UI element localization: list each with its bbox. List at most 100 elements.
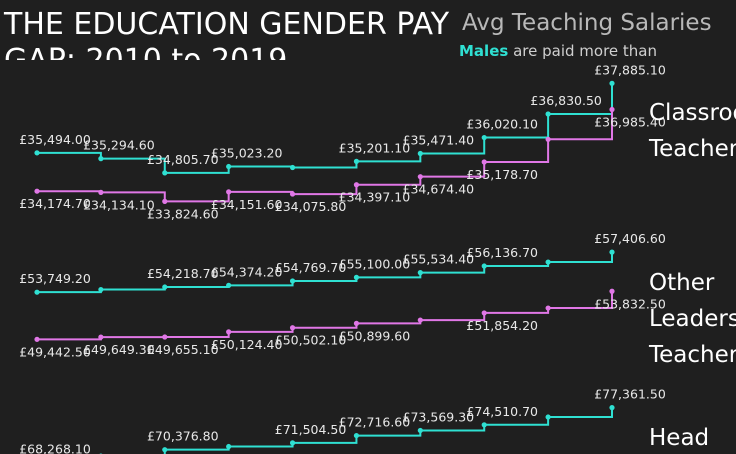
note-highlight: Males <box>459 42 508 60</box>
note-text: are paid more than <box>513 42 657 60</box>
point <box>289 278 296 284</box>
value-label: £36,985.40 <box>594 114 666 129</box>
point <box>226 329 232 335</box>
value-label: £37,885.10 <box>594 62 666 77</box>
value-label: £55,534.40 <box>403 252 475 267</box>
page-title: THE EDUCATION GENDER PAY GAP: 2010 to 201… <box>3 7 450 78</box>
value-label: £34,174.70 <box>19 196 91 211</box>
value-label: £53,749.20 <box>19 271 91 286</box>
value-label: £68,268.10 <box>19 441 91 454</box>
subtitle: Avg Teaching Salaries <box>462 10 712 36</box>
point <box>34 289 40 295</box>
value-label: £51,854.20 <box>466 318 538 333</box>
point <box>34 336 40 342</box>
point <box>481 422 487 428</box>
value-label: £70,376.80 <box>147 429 219 444</box>
row-label: ClassroomTeachers <box>648 100 736 162</box>
value-label: £49,655.10 <box>147 342 219 357</box>
value-label: £35,494.00 <box>19 132 91 147</box>
point <box>353 158 360 164</box>
value-label: £72,716.60 <box>339 415 411 430</box>
point <box>353 432 360 439</box>
value-label: £55,100.00 <box>339 256 411 271</box>
point <box>289 440 296 446</box>
point <box>417 427 423 434</box>
value-label: £35,294.60 <box>83 138 155 153</box>
point <box>417 150 423 157</box>
point <box>545 111 551 117</box>
step-line <box>37 109 613 203</box>
point <box>289 191 296 197</box>
point <box>162 284 168 290</box>
point <box>34 188 40 194</box>
point <box>481 310 487 316</box>
value-label: £49,442.50 <box>19 344 91 359</box>
point <box>417 174 423 180</box>
value-label: £54,218.70 <box>147 266 219 281</box>
point <box>417 270 423 276</box>
value-label: £49,649.30 <box>83 342 155 357</box>
row-label: HeadTeachers <box>648 425 736 454</box>
point <box>545 136 551 142</box>
value-label: £73,569.30 <box>403 409 475 424</box>
note: Males are paid more than <box>459 42 657 60</box>
value-label: £34,075.80 <box>275 199 347 214</box>
value-label: £54,769.70 <box>275 260 347 275</box>
value-label: £50,899.60 <box>339 328 411 343</box>
point <box>609 288 615 294</box>
value-label: £53,832.50 <box>594 296 666 311</box>
point <box>481 159 487 165</box>
value-label: £74,510.70 <box>466 404 538 419</box>
value-label: £34,674.40 <box>403 182 475 197</box>
point <box>353 320 360 326</box>
point <box>98 334 104 340</box>
point <box>98 156 104 162</box>
point <box>545 414 551 420</box>
point <box>289 164 296 171</box>
step-line <box>163 407 613 454</box>
point <box>226 189 232 195</box>
point <box>162 198 168 204</box>
point <box>609 106 615 113</box>
value-label: £34,134.10 <box>83 197 155 212</box>
value-label: £36,020.10 <box>466 117 538 132</box>
point <box>353 182 360 188</box>
point <box>226 163 232 170</box>
point <box>289 325 296 331</box>
point <box>481 263 487 269</box>
point <box>417 317 423 323</box>
point <box>34 150 40 156</box>
value-label: £77,361.50 <box>594 387 666 402</box>
row-label: OtherLeadershipTeachers <box>648 270 736 368</box>
point <box>98 189 104 195</box>
value-label: £34,805.70 <box>147 152 219 167</box>
point <box>609 405 615 411</box>
point <box>481 134 487 141</box>
value-label: £54,374.20 <box>211 264 283 279</box>
value-label: £56,136.70 <box>466 245 538 260</box>
point <box>353 274 360 280</box>
value-label: £50,502.10 <box>275 333 347 348</box>
point <box>545 259 551 265</box>
point <box>226 443 232 450</box>
point <box>162 334 168 340</box>
point <box>226 282 232 288</box>
point <box>609 249 615 255</box>
value-label: £71,504.50 <box>275 422 347 437</box>
value-label: £33,824.60 <box>147 206 219 221</box>
value-label: £35,201.10 <box>339 140 411 155</box>
value-label: £34,397.10 <box>339 190 411 205</box>
point <box>545 305 551 311</box>
value-label: £57,406.60 <box>594 231 666 246</box>
value-label: £35,471.40 <box>403 133 475 148</box>
value-label: £36,830.50 <box>530 93 602 108</box>
value-label: £35,023.20 <box>211 146 283 161</box>
point <box>162 447 168 453</box>
point <box>162 170 168 176</box>
point <box>609 80 615 86</box>
value-label: £35,178.70 <box>466 167 538 182</box>
point <box>98 286 104 293</box>
value-label: £34,151.60 <box>211 197 283 212</box>
